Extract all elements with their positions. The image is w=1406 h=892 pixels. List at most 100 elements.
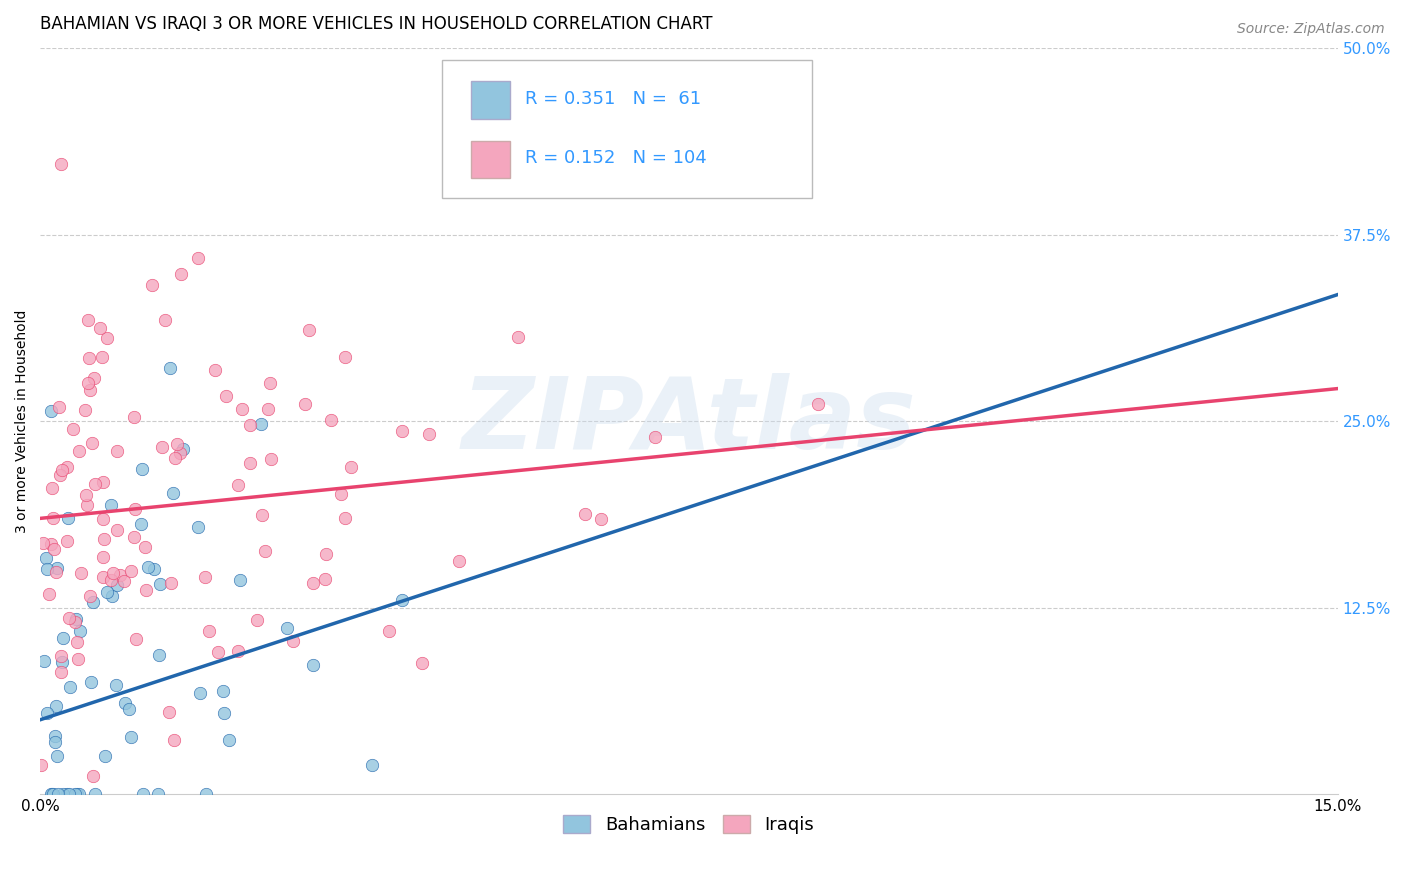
Point xyxy=(79,589,101,603)
Point xyxy=(239,418,262,433)
Point xyxy=(314,573,336,587)
Point xyxy=(100,498,122,512)
Point xyxy=(45,561,67,575)
Point xyxy=(218,733,240,747)
Point xyxy=(231,402,253,417)
Point xyxy=(77,313,100,327)
Point xyxy=(146,788,169,802)
Point xyxy=(302,657,325,672)
Point xyxy=(215,389,238,403)
Point xyxy=(41,788,63,802)
Point xyxy=(66,635,89,649)
Point xyxy=(51,655,73,669)
Point xyxy=(39,788,62,802)
Point xyxy=(79,351,101,365)
Point xyxy=(77,376,100,391)
Point xyxy=(93,533,115,547)
Point xyxy=(172,442,194,456)
Point xyxy=(80,435,103,450)
Point xyxy=(35,551,58,566)
Point xyxy=(136,560,159,574)
Point xyxy=(131,462,153,476)
Point xyxy=(807,397,830,411)
Point xyxy=(41,481,63,495)
Point xyxy=(63,788,86,802)
Point xyxy=(257,402,280,417)
Point xyxy=(411,657,433,671)
Point xyxy=(591,511,613,525)
Point xyxy=(100,573,122,587)
Y-axis label: 3 or more Vehicles in Household: 3 or more Vehicles in Household xyxy=(15,310,30,533)
Point xyxy=(52,788,75,802)
Point xyxy=(93,475,115,490)
FancyBboxPatch shape xyxy=(471,141,510,178)
Point xyxy=(96,584,118,599)
Point xyxy=(447,554,470,568)
Point xyxy=(143,562,166,576)
Point xyxy=(89,321,111,335)
Point xyxy=(246,613,269,627)
Point xyxy=(193,569,215,583)
Point xyxy=(198,624,221,638)
Point xyxy=(207,645,229,659)
Point xyxy=(62,422,84,436)
Point xyxy=(65,612,87,626)
Point xyxy=(319,413,342,427)
Point xyxy=(56,460,79,475)
Point xyxy=(84,477,107,491)
Point xyxy=(45,698,67,713)
Point xyxy=(82,595,104,609)
Text: R = 0.351   N =  61: R = 0.351 N = 61 xyxy=(526,90,702,108)
Point xyxy=(294,397,316,411)
Point xyxy=(48,400,70,414)
Point xyxy=(276,621,298,635)
Point xyxy=(204,363,226,377)
Point xyxy=(148,648,170,662)
Point xyxy=(418,426,440,441)
Point xyxy=(105,578,128,592)
Point xyxy=(122,530,145,544)
Point xyxy=(301,576,323,591)
Point xyxy=(391,424,413,438)
Point xyxy=(56,788,79,802)
Point xyxy=(101,589,124,603)
Point xyxy=(66,788,89,802)
Point xyxy=(135,582,157,597)
Point xyxy=(124,501,146,516)
Point xyxy=(335,351,357,365)
Point xyxy=(67,443,90,458)
Point xyxy=(79,383,101,397)
Point xyxy=(66,652,89,666)
Point xyxy=(105,523,128,537)
Point xyxy=(159,576,181,591)
Point xyxy=(226,644,249,658)
Point xyxy=(190,686,212,700)
Point xyxy=(239,456,262,470)
Point xyxy=(51,463,73,477)
Text: Source: ZipAtlas.com: Source: ZipAtlas.com xyxy=(1237,22,1385,37)
Point xyxy=(132,788,155,802)
Point xyxy=(122,409,145,424)
Point xyxy=(39,404,62,418)
Point xyxy=(228,477,250,491)
Point xyxy=(254,544,277,558)
Point xyxy=(83,370,105,384)
Point xyxy=(101,566,124,580)
Point xyxy=(58,611,80,625)
Point xyxy=(114,696,136,710)
Point xyxy=(212,683,235,698)
Point xyxy=(162,485,184,500)
Point xyxy=(49,468,72,483)
Point xyxy=(165,451,187,466)
Point xyxy=(49,156,72,170)
Point xyxy=(76,498,98,512)
Point xyxy=(84,788,107,802)
Point xyxy=(63,615,86,629)
Point xyxy=(120,564,142,578)
Point xyxy=(141,278,163,293)
Point xyxy=(118,701,141,715)
Text: R = 0.152   N = 104: R = 0.152 N = 104 xyxy=(526,149,707,167)
Point xyxy=(252,508,274,522)
Point xyxy=(361,757,384,772)
Point xyxy=(391,592,413,607)
